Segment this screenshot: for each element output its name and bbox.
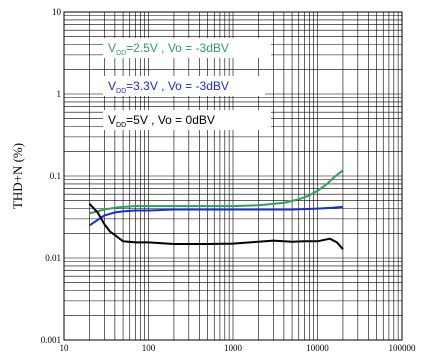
series-line-2 xyxy=(88,205,343,227)
y-tick-label: 10 xyxy=(52,7,62,17)
y-tick-label: 0.001 xyxy=(41,335,61,345)
series-line-1 xyxy=(89,169,344,215)
legend-label-2: VDD=3.3V , Vo = -3dBV xyxy=(108,79,229,95)
x-tick-label: 10 xyxy=(60,343,70,353)
x-tick-label: 10000 xyxy=(306,343,329,353)
series-layer xyxy=(88,169,344,250)
y-axis-label: THD+N (%) xyxy=(10,143,25,209)
x-tick-label: 100000 xyxy=(389,343,417,353)
plot-frame xyxy=(63,11,403,341)
legend-box-1 xyxy=(103,38,271,58)
y-tick-label: 0.01 xyxy=(45,253,61,263)
y-tick-label: 0.1 xyxy=(50,171,61,181)
series-line-3 xyxy=(88,203,344,250)
axis-ticks: 10 100 1000 10000 100000 10 1 0.1 0.01 0.001 xyxy=(41,7,416,353)
x-tick-label: 100 xyxy=(142,343,156,353)
y-tick-label: 1 xyxy=(57,89,62,99)
legend-box-2 xyxy=(103,76,265,96)
chart-grid xyxy=(63,12,402,341)
legend-box-3 xyxy=(103,110,271,130)
legend-label-1: VDD=2.5V , Vo = -3dBV xyxy=(108,41,229,57)
x-tick-label: 1000 xyxy=(224,343,243,353)
legend-label-3: VDD=5V , Vo = 0dBV xyxy=(108,113,215,129)
chart-legend: VDD=2.5V , Vo = -3dBV VDD=3.3V , Vo = -3d… xyxy=(103,38,271,130)
